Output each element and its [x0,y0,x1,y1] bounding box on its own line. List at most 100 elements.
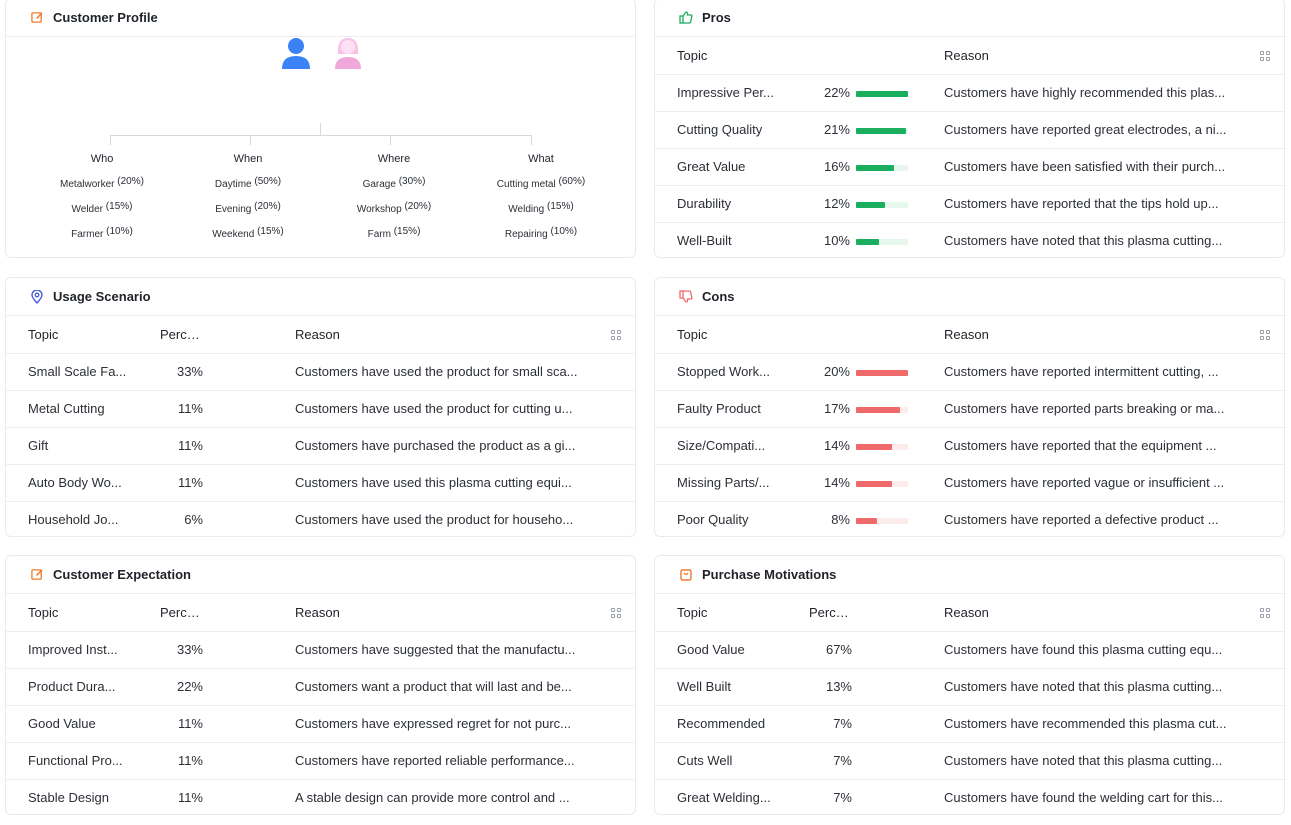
pros-bar [856,239,908,246]
edit-icon [30,568,44,582]
table-row[interactable]: Well Built 13% Customers have noted that t… [655,668,1284,706]
table-row[interactable]: Recommended 7% Customers have recommended … [655,705,1284,743]
row-topic: Well-Built [677,233,732,249]
profile-item: Evening (20%) [215,201,281,215]
table-row[interactable]: Small Scale Fa... 33% Customers have used … [6,353,635,391]
table-row[interactable]: Great Welding... 7% Customers have found t… [655,779,1284,814]
pros-bar [856,165,908,171]
table-row[interactable]: Cutting Quality 21% Customers have reporte… [655,111,1284,149]
row-reason: Customers have highly recommended this p… [944,74,1260,112]
row-reason: Customers have noted that this plasma cu… [944,233,1223,249]
table-row[interactable]: Stopped Work... 20% Customers have reporte… [655,353,1284,391]
table-row[interactable]: Product Dura... 22% Customers want a produ… [6,668,635,706]
tree-drop-when [250,135,251,145]
purchase-motivations-header: Purchase Motivations [655,556,1284,594]
column-header-percent[interactable]: Percent [128,316,203,354]
column-header-topic[interactable]: Topic [6,594,128,632]
column-header-topic[interactable]: Topic [655,316,776,354]
tree-branch [110,135,531,136]
row-percent: 8% [831,512,850,528]
table-row[interactable]: Gift 11% Customers have purchased the prod… [6,427,635,465]
column-header-percent[interactable]: Percent [777,594,852,632]
grid-icon[interactable] [1260,50,1271,62]
column-header-reason[interactable]: Reason [944,594,1260,632]
cons-table: Topic Reason Stopped Work... 20% Customers… [655,316,1284,536]
profile-item: Workshop (20%) [356,201,432,215]
table-row[interactable]: Auto Body Wo... 11% Customers have used th… [6,464,635,502]
row-reason: Customers want a product that will last … [295,668,611,706]
table-row[interactable]: Stable Design 11% A stable design can prov… [6,779,635,814]
pros-bar [856,91,908,97]
row-topic: Faulty Product [655,390,776,428]
row-topic: Cuts Well [655,742,777,780]
table-row[interactable]: Functional Pro... 11% Customers have repor… [6,742,635,780]
customer-profile-header: Customer Profile [6,0,635,37]
cons-title: Cons [702,289,735,304]
table-row[interactable]: Metal Cutting 11% Customers have used the … [6,390,635,428]
female-avatar-icon [332,36,364,73]
table-row[interactable]: Household Jo... 6% Customers have used the… [6,501,635,536]
table-row[interactable]: Good Value 11% Customers have expressed re… [6,705,635,743]
row-topic: Improved Inst... [6,631,128,669]
tree-drop-who [110,135,111,145]
grid-icon[interactable] [1260,607,1271,619]
row-percent: 22% [776,74,850,112]
column-header-reason[interactable]: Reason [295,316,611,354]
row-percent: 7% [777,742,852,780]
grid-icon[interactable] [1260,329,1271,341]
row-topic: Gift [6,427,128,465]
table-row[interactable]: Cuts Well 7% Customers have noted that thi… [655,742,1284,780]
table-row[interactable]: Size/Compati... 14% Customers have reporte… [655,427,1284,465]
grid-icon[interactable] [611,607,622,619]
table-row[interactable]: Well-Built 10% Customers have noted that t… [655,222,1284,257]
table-header-row: Topic Percent Reason [655,594,1284,632]
row-topic: Missing Parts/... [655,464,776,502]
profile-column-header: What [528,153,554,165]
column-header-topic[interactable]: Topic [6,316,128,354]
row-topic: Size/Compati... [655,427,776,465]
purchase-motivations-title: Purchase Motivations [702,567,837,582]
customer-expectation-card: Customer Expectation Topic Percent Reaso… [5,555,636,815]
customer-expectation-title: Customer Expectation [53,567,191,582]
table-header-row: Topic Percent Reason [6,594,635,632]
table-row[interactable]: Good Value 67% Customers have found this p… [655,631,1284,669]
row-percent: 12% [776,185,850,223]
row-reason: Customers have suggested that the manufa… [295,631,611,669]
row-percent: 7% [833,790,852,806]
profile-item: Weekend (15%) [212,226,284,240]
row-percent: 11% [177,790,203,806]
row-reason: Customers have noted that this plasma cu… [944,742,1260,780]
cons-header: Cons [655,278,1284,316]
row-percent: 21% [776,111,850,149]
profile-column-who: Who Metalworker (20%) Welder (15%) Farme… [32,153,172,251]
table-row[interactable]: Durability 12% Customers have reported tha… [655,185,1284,223]
table-row[interactable]: Improved Inst... 33% Customers have sugges… [6,631,635,669]
table-row[interactable]: Faulty Product 17% Customers have reported… [655,390,1284,428]
row-reason: Customers have used the product for hous… [295,512,574,528]
column-header-topic[interactable]: Topic [655,37,776,75]
pros-table: Topic Reason Impressive Per... 22% Custome… [655,37,1284,257]
row-topic: Great Value [655,148,776,186]
row-percent: 16% [776,148,850,186]
edit-icon [30,11,44,25]
table-row[interactable]: Impressive Per... 22% Customers have highl… [655,74,1284,112]
table-row[interactable]: Poor Quality 8% Customers have reported a … [655,501,1284,536]
usage-scenario-title: Usage Scenario [53,289,151,304]
row-percent: 13% [777,668,852,706]
table-row[interactable]: Great Value 16% Customers have been satisf… [655,148,1284,186]
profile-item: Welder (15%) [71,201,133,215]
row-reason: Customers have been satisfied with their… [944,148,1260,186]
cons-bar [856,481,908,487]
column-header-topic[interactable]: Topic [655,594,777,632]
column-header-percent[interactable]: Percent [128,594,203,632]
column-header-reason[interactable]: Reason [944,316,1260,354]
row-topic: Impressive Per... [655,74,776,112]
row-percent: 20% [776,353,850,391]
column-header-reason[interactable]: Reason [295,594,611,632]
pros-card: Pros Topic Reason Impressive Per... 22% Cu… [654,0,1285,258]
column-header-reason[interactable]: Reason [944,37,1260,75]
profile-column-where: Where Garage (30%) Workshop (20%) Farm (… [324,153,464,251]
table-row[interactable]: Missing Parts/... 14% Customers have repor… [655,464,1284,502]
grid-icon[interactable] [611,329,622,341]
row-reason: Customers have reported a defective prod… [944,512,1219,528]
